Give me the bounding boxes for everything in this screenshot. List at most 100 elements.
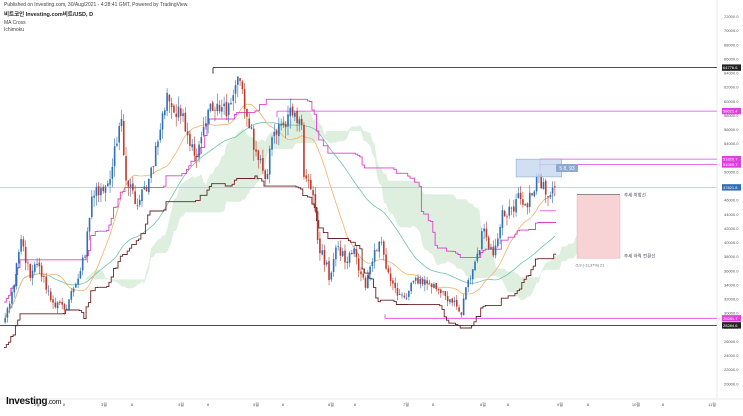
price-level-badge <box>722 322 741 329</box>
candle-body <box>474 261 476 271</box>
lower-trend-value: -5,9 (-11,37%) 21 <box>575 263 604 267</box>
candle-body <box>524 204 527 206</box>
candle-body <box>421 278 424 285</box>
candle-body <box>218 104 221 112</box>
price-tick-label: 38000.0 <box>724 254 739 259</box>
candle-body <box>59 301 61 303</box>
price-level-badge <box>722 161 741 168</box>
candle-body <box>519 192 522 200</box>
candle-body <box>316 211 319 240</box>
candle-body <box>184 112 187 132</box>
candle-body <box>189 133 191 146</box>
candle-body <box>544 180 547 195</box>
candle-body <box>526 203 529 208</box>
price-level-badge <box>722 64 741 71</box>
candle-body <box>469 278 472 280</box>
candle-body <box>328 261 330 281</box>
candle-body <box>109 179 111 185</box>
candle-body <box>551 187 554 194</box>
candle-body <box>49 291 52 301</box>
candle-body <box>392 280 394 284</box>
candle-body <box>143 186 146 190</box>
candle-body <box>239 78 241 81</box>
candle-body <box>382 241 385 255</box>
candle-body <box>195 156 198 158</box>
candle-body <box>321 250 323 255</box>
candle-body <box>417 277 419 284</box>
ma-fast-line <box>4 103 556 319</box>
time-tick-label: 8 <box>587 402 590 407</box>
candle-body <box>300 118 303 125</box>
lower-trend-label: 추세 하락 전환선 <box>624 252 655 259</box>
upper-trend-label: 추세 저항선 <box>624 192 646 199</box>
candle-body <box>362 273 365 278</box>
candle-body <box>207 109 209 124</box>
candle-body <box>18 251 20 264</box>
candle-body <box>93 195 95 198</box>
candle-body <box>68 299 70 310</box>
candle-body <box>193 144 196 156</box>
candle-body <box>70 291 73 300</box>
candle-body <box>476 253 479 261</box>
price-tick-label: 54000.0 <box>724 141 739 146</box>
candle-body <box>20 239 22 252</box>
price-tick-label: 26000.0 <box>724 339 739 344</box>
candle-body <box>211 102 214 111</box>
candle-body <box>237 76 239 85</box>
candle-body <box>440 289 442 294</box>
price-tick-label: 64000.0 <box>724 71 739 76</box>
candle-body <box>154 145 157 167</box>
candle-body <box>230 102 232 105</box>
candle-body <box>54 302 57 308</box>
candle-body <box>221 107 223 112</box>
candle-body <box>296 111 298 123</box>
indicator-ichimoku[interactable]: Ichimoku <box>4 27 25 33</box>
candle-body <box>554 186 556 188</box>
candle-body <box>150 167 152 178</box>
candle-body <box>166 92 168 111</box>
candle-body <box>177 106 180 118</box>
candle-body <box>47 290 50 292</box>
candle-body <box>506 216 508 218</box>
candle-body <box>535 176 538 192</box>
price-tick-label: 44000.0 <box>724 212 739 217</box>
candle-body <box>376 250 378 252</box>
candle-body <box>341 251 344 256</box>
candle-body <box>490 247 492 250</box>
time-tick-label: 11월 <box>708 401 716 407</box>
time-tick-label: 8 <box>131 402 134 407</box>
price-tick-label: 72000.0 <box>724 14 739 19</box>
candle-body <box>487 237 490 249</box>
candle-body <box>287 114 289 127</box>
candle-body <box>40 265 43 277</box>
price-level-badge-label: 64776.6 <box>723 65 738 70</box>
candle-body <box>257 150 260 160</box>
candle-body <box>497 238 499 247</box>
candle-body <box>95 186 98 196</box>
price-tick-label: 56000.0 <box>724 127 739 132</box>
candle-body <box>344 250 346 263</box>
time-tick-label: 4월 <box>178 401 184 407</box>
candle-body <box>246 108 248 117</box>
candle-body <box>282 122 285 126</box>
price-level-badge-label: 58621.4 <box>723 109 738 114</box>
candle-body <box>227 103 230 116</box>
candle-body <box>424 279 426 285</box>
candle-body <box>200 137 203 144</box>
measure-label: 5 8, 93 <box>559 166 575 172</box>
price-level-badge-label: 28284.6 <box>723 323 738 328</box>
candle-body <box>298 119 301 125</box>
logo-text: Investing <box>6 396 48 407</box>
time-tick-label: 10월 <box>632 401 640 407</box>
price-tick-label: 20000.0 <box>724 381 739 386</box>
candle-body <box>449 299 451 303</box>
candle-body <box>234 85 237 94</box>
indicator-ma-cross[interactable]: MA Cross <box>4 20 26 26</box>
time-axis: 2월 8 3월 8 4월 8 5월 8 6월 8 7월 8 8월 8 9월 8 10월 8 11월 <box>0 398 743 407</box>
candle-body <box>453 300 456 303</box>
price-tick-label: 24000.0 <box>724 353 739 358</box>
candle-body <box>262 157 264 171</box>
price-tick-label: 34000.0 <box>724 282 739 287</box>
candle-body <box>508 206 511 216</box>
